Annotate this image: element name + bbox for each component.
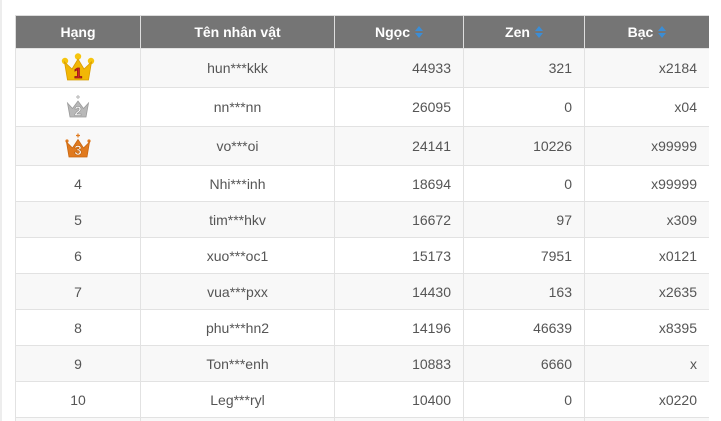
zen-value: 0 bbox=[463, 381, 585, 418]
player-name: Leg***ryl bbox=[140, 381, 335, 418]
zen-value: 7951 bbox=[463, 237, 585, 274]
bronze-crown-icon: 3 bbox=[65, 133, 91, 158]
column-header-bac-label: Bạc bbox=[627, 24, 654, 40]
bac-value: x0121 bbox=[584, 237, 709, 274]
zen-value: 321 bbox=[463, 48, 585, 88]
bac-value: x309 bbox=[584, 201, 709, 238]
ngoc-value: 15173 bbox=[334, 237, 464, 274]
player-name: phu***hn2 bbox=[140, 309, 335, 346]
table-row: 10 Leg***ryl 10400 0 x0220 bbox=[15, 381, 709, 418]
rank-cell: 1 bbox=[15, 48, 141, 88]
zen-value: 10226 bbox=[463, 126, 585, 166]
bac-value: x2635 bbox=[584, 273, 709, 310]
rank-cell: 2 bbox=[15, 87, 141, 127]
zen-value bbox=[463, 417, 585, 421]
sort-icon[interactable] bbox=[534, 26, 543, 39]
bac-value bbox=[584, 417, 709, 421]
ngoc-value: 18694 bbox=[334, 165, 464, 202]
bac-value: x99999 bbox=[584, 126, 709, 166]
zen-value: 6660 bbox=[463, 345, 585, 382]
ngoc-value: 14196 bbox=[334, 309, 464, 346]
zen-value: 0 bbox=[463, 165, 585, 202]
table-row: 1 hun***kkk 44933 321 x2184 bbox=[15, 48, 709, 88]
bac-value: x bbox=[584, 345, 709, 382]
svg-text:2: 2 bbox=[74, 104, 81, 119]
column-header-rank-label: Hạng bbox=[60, 24, 96, 40]
player-name: Nhi***inh bbox=[140, 165, 335, 202]
bac-value: x04 bbox=[584, 87, 709, 127]
ngoc-value bbox=[334, 417, 464, 421]
column-header-name-label: Tên nhân vật bbox=[194, 24, 281, 40]
sort-icon[interactable] bbox=[415, 26, 423, 39]
svg-text:3: 3 bbox=[74, 143, 82, 158]
zen-value: 97 bbox=[463, 201, 585, 238]
table-row: 6 xuo***oc1 15173 7951 x0121 bbox=[15, 237, 709, 274]
zen-value: 163 bbox=[463, 273, 585, 310]
table-row: 7 vua***pxx 14430 163 x2635 bbox=[15, 273, 709, 310]
column-header-rank: Hạng bbox=[15, 15, 141, 49]
ranking-table-container: Hạng Tên nhân vật Ngọc Zen Bạc bbox=[15, 15, 709, 421]
zen-value: 0 bbox=[463, 87, 585, 127]
bac-value: x8395 bbox=[584, 309, 709, 346]
header-row: Hạng Tên nhân vật Ngọc Zen Bạc bbox=[15, 15, 709, 49]
column-header-ngoc[interactable]: Ngọc bbox=[334, 15, 464, 49]
bac-value: x0220 bbox=[584, 381, 709, 418]
player-name: hun***kkk bbox=[140, 48, 335, 88]
player-name bbox=[140, 417, 335, 421]
bac-value: x99999 bbox=[584, 165, 709, 202]
zen-value: 46639 bbox=[463, 309, 585, 346]
table-row: 9 Ton***enh 10883 6660 x bbox=[15, 345, 709, 382]
rank-number: 10 bbox=[15, 381, 141, 418]
rank-number: 4 bbox=[15, 165, 141, 202]
silver-crown-icon: 2 bbox=[66, 95, 90, 119]
player-name: nn***nn bbox=[140, 87, 335, 127]
table-row: 8 phu***hn2 14196 46639 x8395 bbox=[15, 309, 709, 346]
ngoc-value: 24141 bbox=[334, 126, 464, 166]
ngoc-value: 44933 bbox=[334, 48, 464, 88]
column-header-name: Tên nhân vật bbox=[140, 15, 335, 49]
column-header-zen-label: Zen bbox=[505, 24, 530, 40]
column-header-zen[interactable]: Zen bbox=[463, 15, 585, 49]
rank-cell: 3 bbox=[15, 126, 141, 166]
gold-crown-icon: 1 bbox=[61, 53, 95, 82]
table-row: 3 vo***oi 24141 10226 x99999 bbox=[15, 126, 709, 166]
rank-number: 9 bbox=[15, 345, 141, 382]
player-name: tim***hkv bbox=[140, 201, 335, 238]
ngoc-value: 16672 bbox=[334, 201, 464, 238]
table-row: 4 Nhi***inh 18694 0 x99999 bbox=[15, 165, 709, 202]
ranking-table: Hạng Tên nhân vật Ngọc Zen Bạc bbox=[15, 15, 709, 421]
rank-number: 8 bbox=[15, 309, 141, 346]
rank-number: 7 bbox=[15, 273, 141, 310]
player-name: vo***oi bbox=[140, 126, 335, 166]
player-name: xuo***oc1 bbox=[140, 237, 335, 274]
rank-number: 6 bbox=[15, 237, 141, 274]
table-row-partial bbox=[15, 417, 709, 421]
ngoc-value: 10883 bbox=[334, 345, 464, 382]
column-header-bac[interactable]: Bạc bbox=[584, 15, 709, 49]
svg-text:1: 1 bbox=[74, 65, 82, 82]
player-name: Ton***enh bbox=[140, 345, 335, 382]
table-row: 2 nn***nn 26095 0 x04 bbox=[15, 87, 709, 127]
sort-icon[interactable] bbox=[658, 26, 667, 39]
rank-number: 5 bbox=[15, 201, 141, 238]
table-row: 5 tim***hkv 16672 97 x309 bbox=[15, 201, 709, 238]
column-header-ngoc-label: Ngọc bbox=[375, 24, 410, 40]
ngoc-value: 10400 bbox=[334, 381, 464, 418]
player-name: vua***pxx bbox=[140, 273, 335, 310]
ngoc-value: 26095 bbox=[334, 87, 464, 127]
ngoc-value: 14430 bbox=[334, 273, 464, 310]
rank-cell bbox=[15, 417, 141, 421]
bac-value: x2184 bbox=[584, 48, 709, 88]
